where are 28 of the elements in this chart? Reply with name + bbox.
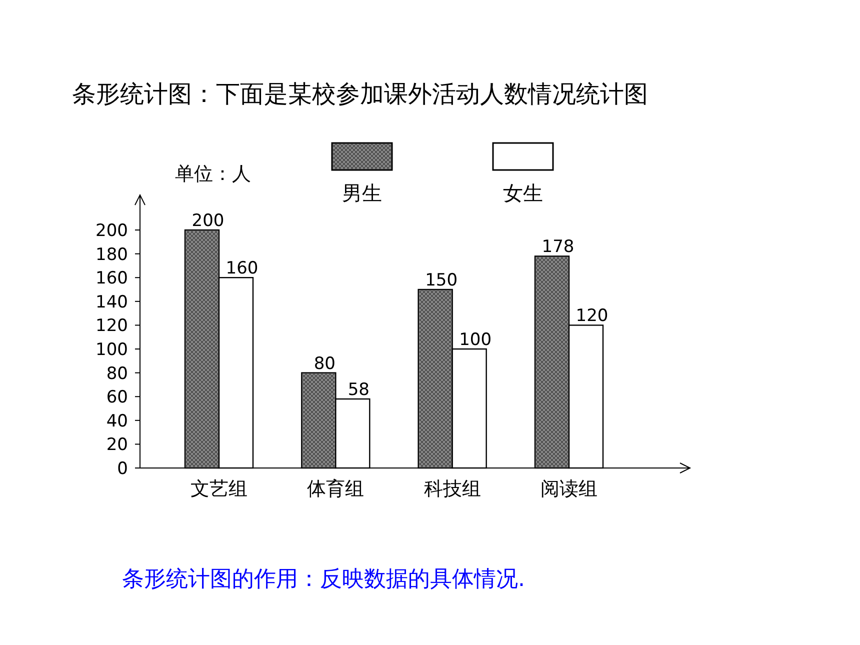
y-tick-label: 40	[106, 411, 128, 432]
data-label: 178	[542, 237, 574, 258]
y-tick-label: 200	[96, 220, 128, 241]
y-tick-label: 180	[96, 244, 128, 265]
x-tick-label: 阅读组	[540, 478, 598, 500]
y-tick-label: 20	[106, 435, 128, 456]
y-axis-title: 单位：人	[175, 163, 251, 185]
y-tick-label: 120	[96, 316, 128, 336]
text: 条形统计图的作用：反映数据的具体情况.	[122, 567, 525, 592]
legend-label: 男生	[342, 181, 382, 205]
y-tick-label: 140	[96, 292, 128, 312]
legend-label: 女生	[503, 181, 543, 205]
chart-title: 条形统计图：下面是某校参加课外活动人数情况统计图	[72, 80, 648, 108]
y-tick-label: 100	[96, 340, 128, 360]
x-tick-label: 文艺组	[190, 478, 248, 500]
y-tick-label: 60	[106, 388, 128, 408]
y-tick-label: 160	[96, 268, 128, 289]
data-label: 58	[348, 380, 370, 400]
y-tick-label: 80	[106, 364, 128, 384]
data-label: 80	[314, 354, 336, 374]
x-tick-label: 体育组	[307, 478, 364, 500]
data-label: 200	[192, 211, 224, 231]
data-label: 150	[425, 270, 458, 290]
data-label: 160	[226, 258, 258, 279]
data-label: 120	[576, 306, 608, 326]
y-tick-label: 0	[117, 458, 128, 479]
x-tick-label: 科技组	[424, 478, 481, 500]
data-label: 100	[459, 330, 492, 350]
